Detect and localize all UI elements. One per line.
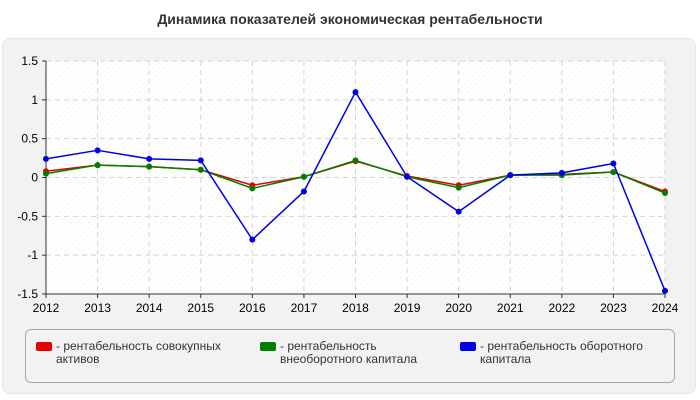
data-point-series-2	[662, 287, 668, 294]
legend-item-working-capital: - рентабельность оборотного капитала	[460, 340, 670, 366]
data-point-series-1	[455, 184, 462, 191]
data-point-series-1	[662, 190, 668, 197]
x-tick-label: 2021	[497, 301, 524, 315]
data-point-series-2	[352, 89, 359, 96]
y-tick-label: -0.5	[17, 209, 38, 223]
x-tick-label: 2019	[394, 301, 421, 315]
legend-label-working-capital: - рентабельность оборотного капитала	[480, 339, 643, 366]
data-point-series-2	[94, 147, 101, 154]
x-tick-label: 2020	[445, 301, 472, 315]
x-tick-label: 2015	[187, 301, 214, 315]
data-point-series-2	[300, 188, 307, 195]
y-tick-label: 1	[31, 93, 38, 107]
y-tick-label: 1.5	[21, 54, 38, 68]
data-point-series-1	[249, 185, 256, 192]
legend-swatch-noncurrent-capital	[260, 342, 276, 351]
chart-title: Динамика показателей экономическая рента…	[157, 11, 543, 27]
x-tick-label: 2022	[548, 301, 575, 315]
x-tick-label: 2023	[600, 301, 627, 315]
data-point-series-1	[94, 162, 101, 169]
y-tick-label: 0.5	[21, 132, 38, 146]
legend-item-total-assets: - рентабельность совокупных активов	[36, 340, 246, 366]
chart-legend: - рентабельность совокупных активов - ре…	[25, 329, 675, 383]
data-point-series-2	[610, 160, 617, 167]
x-tick-label: 2017	[291, 301, 318, 315]
y-tick-label: -1	[27, 248, 38, 262]
x-tick-label: 2018	[342, 301, 369, 315]
x-tick-label: 2013	[84, 301, 111, 315]
data-point-series-1	[610, 169, 617, 176]
data-point-series-2	[404, 173, 411, 180]
x-tick-label: 2012	[33, 301, 60, 315]
x-tick-label: 2014	[136, 301, 163, 315]
data-point-series-1	[43, 170, 49, 177]
legend-label-noncurrent-capital: - рентабельность внеоборотного капитала	[280, 339, 417, 366]
legend-label-total-assets: - рентабельность совокупных активов	[56, 339, 221, 366]
x-tick-label: 2016	[239, 301, 266, 315]
data-point-series-2	[249, 236, 256, 243]
data-point-series-2	[558, 169, 565, 176]
data-point-series-2	[146, 155, 153, 162]
data-point-series-2	[43, 155, 49, 162]
legend-item-noncurrent-capital: - рентабельность внеоборотного капитала	[260, 340, 450, 366]
legend-swatch-working-capital	[460, 342, 476, 351]
y-tick-label: 0	[31, 171, 38, 185]
data-point-series-2	[455, 208, 462, 215]
x-tick-label: 2024	[652, 301, 679, 315]
data-point-series-1	[352, 157, 359, 164]
data-point-series-2	[197, 157, 204, 164]
y-tick-label: -1.5	[17, 287, 38, 301]
data-point-series-1	[146, 163, 153, 170]
data-point-series-1	[300, 173, 307, 180]
data-point-series-2	[507, 172, 514, 179]
legend-swatch-total-assets	[36, 342, 52, 351]
data-point-series-1	[197, 166, 204, 173]
